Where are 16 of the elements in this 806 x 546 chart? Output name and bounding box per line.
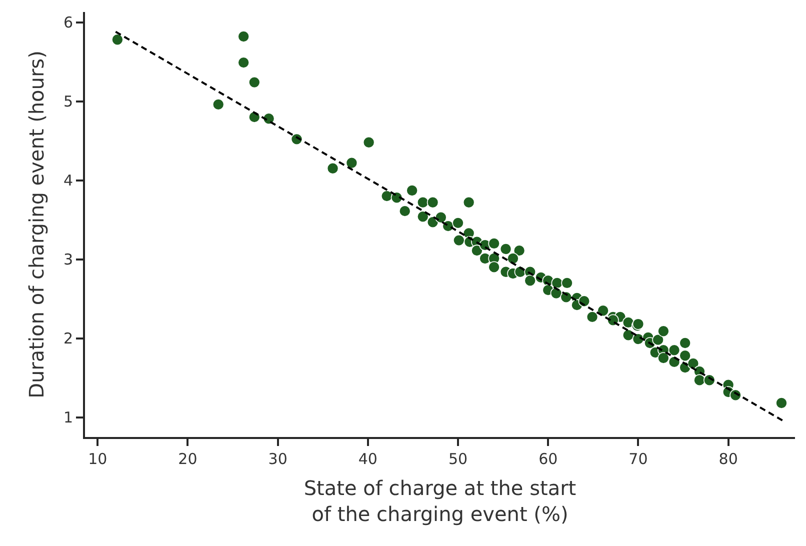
x-tick-label: 80 xyxy=(718,450,738,468)
x-tick-label: 60 xyxy=(538,450,558,468)
x-tick-label: 30 xyxy=(268,450,288,468)
y-tick-label: 1 xyxy=(63,408,73,426)
x-tick-label: 10 xyxy=(88,450,108,468)
x-tick-label: 40 xyxy=(358,450,378,468)
y-tick-label: 2 xyxy=(63,330,73,348)
y-axis-title: Duration of charging event (hours) xyxy=(24,50,48,398)
y-tick-label: 4 xyxy=(63,172,73,190)
x-tick-label: 50 xyxy=(448,450,468,468)
x-tick-label: 20 xyxy=(178,450,198,468)
x-axis-title: State of charge at the start of the charging event (%) xyxy=(304,476,576,526)
x-tick-label: 70 xyxy=(628,450,648,468)
y-tick-label: 6 xyxy=(63,14,73,32)
y-tick-label: 3 xyxy=(63,250,73,269)
y-tick-label: 5 xyxy=(63,92,73,111)
